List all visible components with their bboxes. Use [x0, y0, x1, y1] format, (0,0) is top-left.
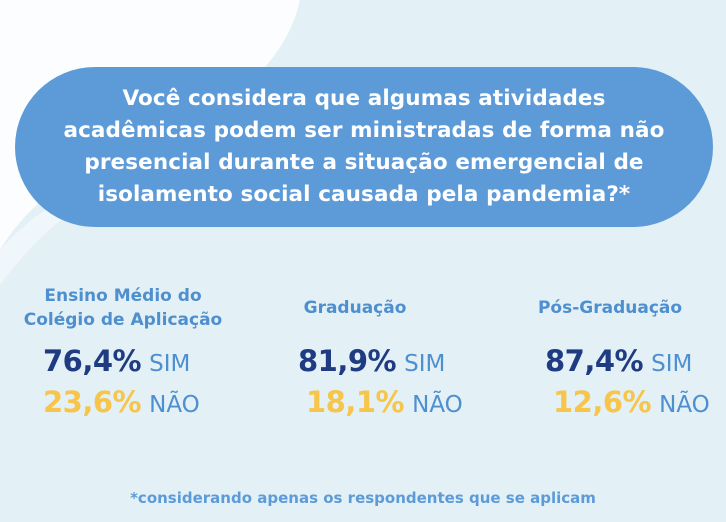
question-banner: Você considera que algumas atividades ac… — [15, 67, 713, 227]
group-title: Graduação — [270, 296, 440, 320]
no-percent: 23,6% — [43, 385, 142, 419]
yes-percent: 81,9% — [298, 344, 397, 378]
yes-label: SIM — [651, 351, 693, 377]
question-text: Você considera que algumas atividades ac… — [63, 83, 664, 211]
yes-percent: 87,4% — [545, 344, 644, 378]
yes-stat: 76,4% SIM — [43, 344, 190, 378]
no-percent: 12,6% — [553, 385, 652, 419]
question-line: Você considera que algumas atividades — [122, 86, 606, 111]
group-title-line: Colégio de Aplicação — [23, 310, 223, 330]
yes-percent: 76,4% — [43, 344, 142, 378]
no-stat: 18,1% NÃO — [306, 385, 463, 419]
no-stat: 12,6% NÃO — [553, 385, 710, 419]
group-title-line: Pós-Graduação — [537, 298, 683, 318]
group-title: Pós-Graduação — [510, 296, 710, 320]
group-title: Ensino Médio do Colégio de Aplicação — [0, 284, 246, 332]
question-line: isolamento social causada pela pandemia?… — [97, 182, 631, 207]
group-title-line: Ensino Médio do — [44, 286, 202, 306]
question-line: presencial durante a situação emergencia… — [84, 150, 644, 175]
group-title-line: Graduação — [303, 298, 407, 318]
footnote: *considerando apenas os respondentes que… — [130, 489, 596, 507]
no-label: NÃO — [659, 392, 710, 418]
no-stat: 23,6% NÃO — [43, 385, 200, 419]
yes-label: SIM — [149, 351, 191, 377]
no-percent: 18,1% — [306, 385, 405, 419]
yes-stat: 87,4% SIM — [545, 344, 692, 378]
no-label: NÃO — [412, 392, 463, 418]
yes-label: SIM — [404, 351, 446, 377]
yes-stat: 81,9% SIM — [298, 344, 445, 378]
question-line: acadêmicas podem ser ministradas de form… — [63, 118, 665, 143]
no-label: NÃO — [149, 392, 200, 418]
